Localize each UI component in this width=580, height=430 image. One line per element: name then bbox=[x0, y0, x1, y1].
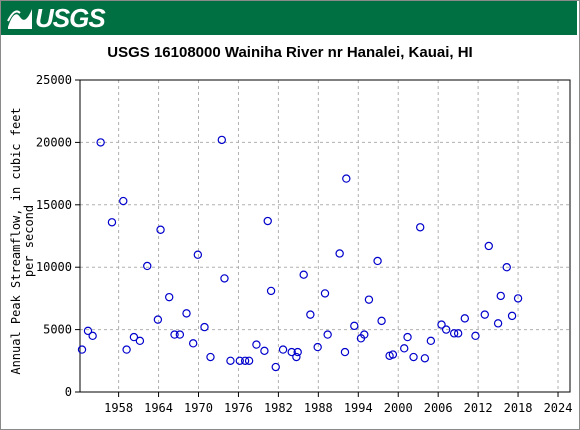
data-point bbox=[480, 310, 489, 319]
axis-ticks: 0 5000 10000 15000 20000 25000 1958 1964 1970 197… bbox=[36, 73, 573, 415]
data-point bbox=[235, 356, 244, 365]
data-point bbox=[493, 319, 503, 328]
data-point bbox=[271, 362, 280, 372]
data-point bbox=[449, 329, 459, 338]
y-tick-label: 0 bbox=[65, 385, 72, 399]
data-point bbox=[364, 295, 374, 304]
data-point bbox=[153, 315, 163, 324]
data-point bbox=[240, 356, 250, 365]
data-point bbox=[441, 325, 451, 334]
y-tick-label: 5000 bbox=[43, 323, 72, 337]
data-point bbox=[292, 352, 301, 362]
data-point bbox=[416, 223, 425, 232]
data-point bbox=[244, 356, 254, 365]
data-point bbox=[502, 263, 511, 272]
data-point bbox=[182, 309, 191, 318]
x-tick-label: 1970 bbox=[184, 401, 213, 415]
data-point bbox=[299, 270, 308, 279]
x-tick-label: 2006 bbox=[424, 401, 453, 415]
data-point bbox=[96, 138, 105, 147]
data-point bbox=[507, 311, 517, 321]
data-point bbox=[170, 330, 179, 339]
y-tick-label: 20000 bbox=[36, 135, 72, 149]
x-tick-label: 2000 bbox=[384, 401, 413, 415]
data-point bbox=[88, 331, 97, 341]
x-tick-label: 1994 bbox=[344, 401, 373, 415]
usgs-banner: USGS bbox=[1, 1, 577, 35]
chart-title: USGS 16108000 Wainiha River nr Hanalei, … bbox=[107, 44, 473, 61]
data-point bbox=[388, 350, 398, 359]
usgs-wave-icon bbox=[7, 9, 32, 29]
data-point bbox=[306, 310, 315, 319]
data-point bbox=[278, 345, 288, 354]
x-tick-label: 1964 bbox=[144, 401, 173, 415]
data-point bbox=[400, 344, 409, 353]
data-point bbox=[252, 340, 261, 349]
grid-lines bbox=[80, 80, 570, 392]
data-point bbox=[77, 345, 87, 354]
data-point bbox=[350, 321, 359, 331]
data-point bbox=[513, 294, 523, 303]
x-tick-label: 1976 bbox=[224, 401, 253, 415]
data-point bbox=[206, 352, 215, 362]
data-point bbox=[83, 326, 93, 336]
data-point bbox=[217, 135, 227, 145]
data-point bbox=[373, 256, 382, 266]
data-point bbox=[119, 196, 128, 206]
data-point bbox=[293, 347, 302, 357]
y-tick-label: 25000 bbox=[36, 73, 72, 87]
data-point bbox=[403, 332, 412, 342]
x-tick-label: 1958 bbox=[104, 401, 133, 415]
y-tick-label: 15000 bbox=[36, 198, 72, 212]
data-point bbox=[200, 322, 209, 332]
data-point bbox=[107, 218, 117, 227]
data-point bbox=[323, 330, 332, 339]
data-point bbox=[135, 336, 145, 346]
data-point bbox=[320, 289, 330, 298]
x-tick-label: 1982 bbox=[264, 401, 293, 415]
data-point bbox=[437, 320, 446, 329]
data-point bbox=[122, 345, 131, 354]
data-point bbox=[226, 356, 235, 365]
data-points bbox=[77, 135, 523, 372]
x-tick-label: 2024 bbox=[544, 401, 573, 415]
data-point bbox=[188, 339, 198, 348]
x-tick-label: 1988 bbox=[304, 401, 333, 415]
y-tick-label: 10000 bbox=[36, 260, 72, 274]
data-point bbox=[260, 346, 269, 356]
data-point bbox=[287, 347, 296, 357]
data-point bbox=[409, 352, 418, 362]
data-point bbox=[129, 332, 139, 342]
data-point bbox=[377, 316, 386, 326]
data-point bbox=[156, 225, 165, 234]
usgs-logo: USGS bbox=[7, 3, 106, 33]
data-point bbox=[360, 330, 369, 339]
data-point bbox=[220, 274, 229, 283]
data-point bbox=[193, 250, 203, 259]
data-point bbox=[335, 249, 344, 258]
x-tick-label: 2012 bbox=[464, 401, 493, 415]
x-tick-label: 2018 bbox=[504, 401, 533, 415]
data-point bbox=[263, 216, 272, 226]
data-point bbox=[484, 241, 493, 251]
data-point bbox=[420, 354, 430, 363]
usgs-logo-text: USGS bbox=[35, 3, 106, 33]
data-point bbox=[426, 336, 436, 346]
data-point bbox=[266, 286, 276, 296]
data-point bbox=[453, 329, 463, 338]
data-point bbox=[471, 331, 480, 341]
data-point bbox=[342, 174, 351, 183]
data-point bbox=[460, 314, 470, 323]
data-point bbox=[496, 291, 505, 301]
data-point bbox=[175, 330, 185, 339]
data-point bbox=[143, 261, 152, 271]
data-point bbox=[313, 342, 322, 352]
plot-area bbox=[79, 79, 571, 393]
data-point bbox=[340, 347, 350, 357]
data-point bbox=[165, 292, 174, 302]
